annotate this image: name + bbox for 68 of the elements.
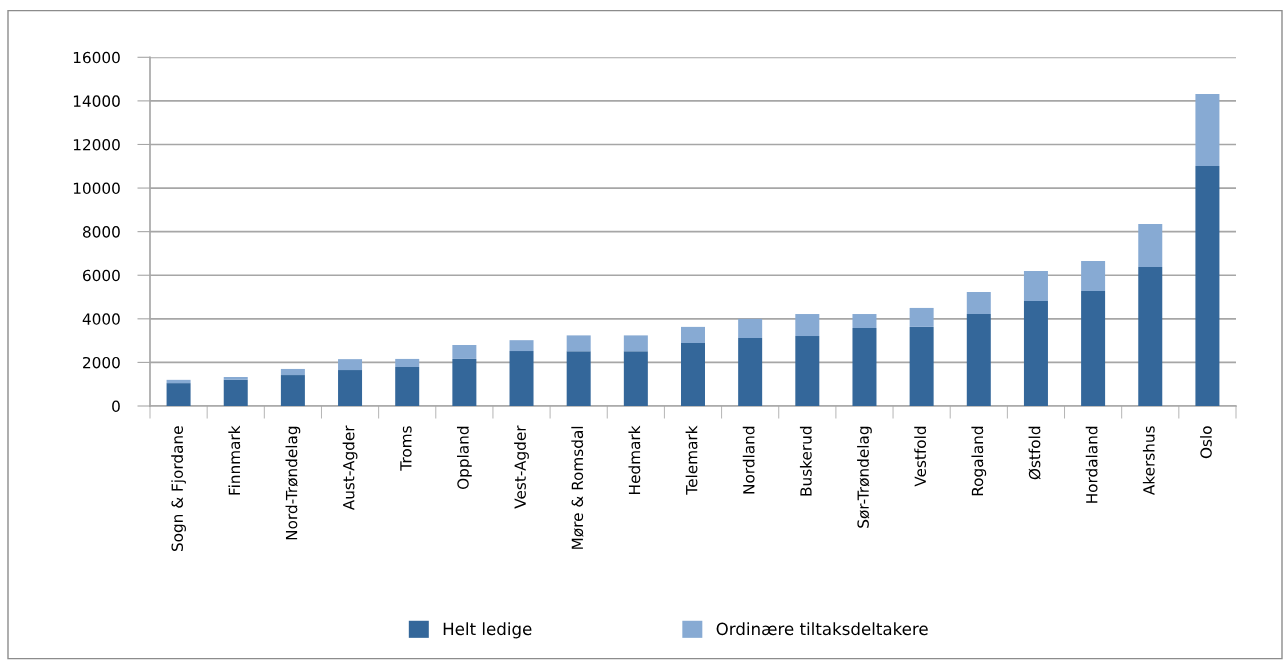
bar	[166, 379, 191, 384]
bar	[223, 379, 248, 406]
bar	[452, 344, 477, 359]
bar	[509, 340, 534, 352]
x-tick-label: Aust-Agder	[342, 425, 358, 511]
x-tick-label: Oppland	[456, 426, 472, 489]
bar	[1195, 166, 1220, 406]
x-tick-label: Østfold	[1028, 426, 1041, 480]
x-tick-label: Buskerud	[799, 426, 812, 496]
bar	[395, 358, 420, 367]
bar	[738, 338, 763, 406]
bar	[509, 351, 534, 406]
x-tick-label: Hedmark	[628, 425, 641, 494]
bar	[280, 375, 305, 406]
x-tick-label: Hordaland	[1085, 426, 1098, 503]
bar	[909, 307, 934, 327]
bar	[1023, 270, 1048, 301]
y-tick-label: 8000	[82, 226, 120, 238]
bar	[280, 368, 305, 376]
y-tick-label: 12000	[73, 138, 120, 151]
bar	[223, 377, 248, 380]
x-tick-label: Rogaland	[971, 426, 987, 496]
x-tick-label: Nordland	[742, 426, 755, 494]
bar	[681, 326, 705, 344]
bar	[1081, 290, 1106, 406]
bar	[795, 336, 820, 406]
bar	[338, 359, 363, 371]
bar	[738, 318, 763, 338]
bar	[166, 383, 191, 406]
bar	[909, 326, 934, 406]
bar	[966, 314, 991, 406]
bar	[966, 292, 991, 315]
x-tick-label: Vestfold	[914, 426, 927, 487]
y-tick-label: 16000	[73, 51, 120, 64]
bar	[395, 366, 420, 406]
bar	[623, 351, 648, 406]
y-tick-label: 14000	[73, 95, 120, 107]
bar	[452, 358, 477, 406]
bar	[623, 335, 648, 352]
x-tick-label: Telemark	[685, 425, 698, 495]
legend-label: Ordinære tiltaksdeltakere	[716, 622, 928, 636]
x-tick-label: Nord-Trøndelag	[285, 426, 301, 540]
x-tick-label: Sør-Trøndelag	[857, 426, 872, 528]
bar	[1138, 224, 1163, 267]
x-tick-label: Finnmark	[228, 425, 241, 495]
bar	[681, 343, 705, 406]
x-tick-label: Oslo	[1200, 426, 1212, 459]
bar	[1081, 261, 1106, 291]
bar	[1023, 300, 1048, 406]
y-tick-label: 0	[112, 400, 120, 413]
y-tick-label: 2000	[83, 356, 120, 369]
x-tick-label: Møre & Romsdal	[571, 426, 584, 549]
bar	[852, 314, 877, 328]
y-tick-label: 10000	[73, 182, 120, 195]
x-tick-label: Troms	[400, 426, 412, 471]
bar	[566, 335, 591, 352]
y-tick-label: 6000	[83, 269, 120, 282]
y-tick-label: 4000	[82, 313, 120, 325]
bar	[1138, 266, 1163, 406]
bar	[566, 351, 591, 406]
x-tick-label: Sogn & Fjordane	[171, 426, 186, 552]
x-tick-label: Akershus	[1142, 426, 1155, 496]
bar	[852, 327, 877, 406]
bar	[338, 370, 363, 406]
x-tick-label: Vest-Agder	[514, 425, 529, 509]
legend-label: Helt ledige	[443, 622, 532, 639]
bar	[795, 314, 820, 337]
bar	[1195, 93, 1220, 167]
